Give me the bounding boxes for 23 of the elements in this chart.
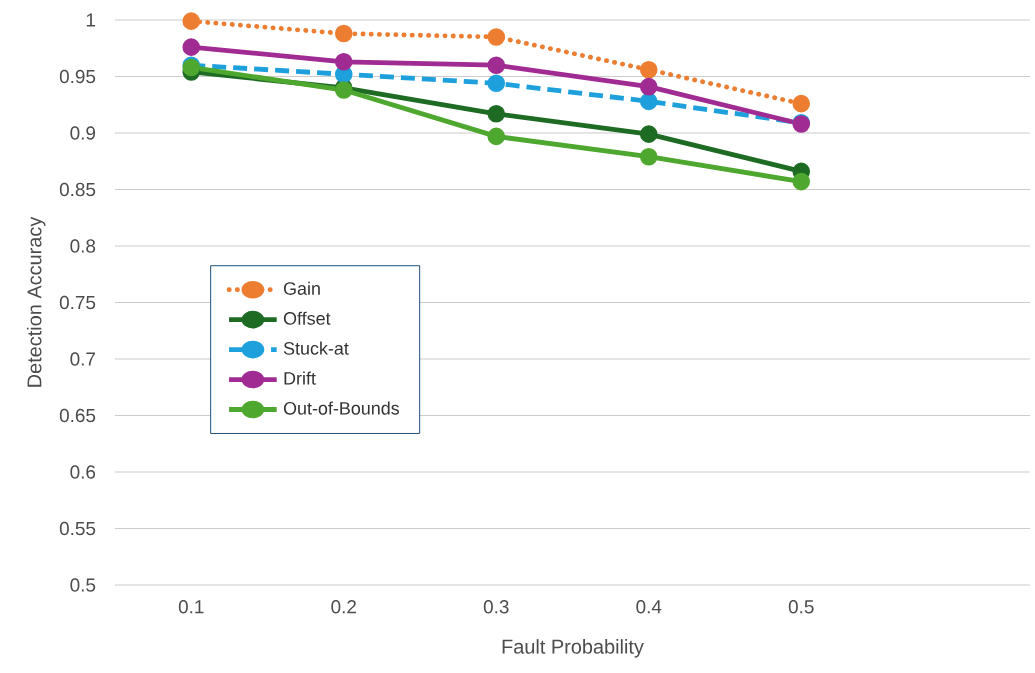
- legend-label: Gain: [283, 281, 320, 295]
- x-tick-label: 0.1: [178, 600, 204, 614]
- legend-label: Offset: [283, 311, 331, 325]
- x-tick-label: 0.2: [331, 600, 356, 614]
- y-tick-label: 0.8: [70, 239, 96, 253]
- y-tick-label: 1: [86, 13, 96, 27]
- x-tick-label: 0.5: [788, 600, 814, 614]
- y-axis-title: Detection Accuracy: [26, 216, 46, 387]
- y-tick-label: 0.65: [59, 408, 96, 423]
- legend-label: Drift: [284, 371, 316, 385]
- y-tick-label: 0.55: [59, 521, 96, 536]
- y-tick-label: 0.5: [70, 578, 96, 592]
- x-tick-label: 0.3: [483, 600, 509, 614]
- y-tick-label: 0.75: [59, 295, 96, 310]
- legend-label: Stuck-at: [283, 341, 349, 355]
- y-tick-label: 0.9: [70, 126, 96, 140]
- legend-label: Out-of-Bounds: [283, 401, 400, 415]
- y-tick-label: 0.7: [70, 352, 96, 366]
- y-tick-label: 0.95: [59, 69, 96, 84]
- x-tick-label: 0.4: [636, 600, 662, 614]
- y-tick-label: 0.85: [59, 182, 96, 197]
- y-tick-label: 0.6: [70, 465, 96, 479]
- x-axis-title: Fault Probability: [502, 639, 644, 658]
